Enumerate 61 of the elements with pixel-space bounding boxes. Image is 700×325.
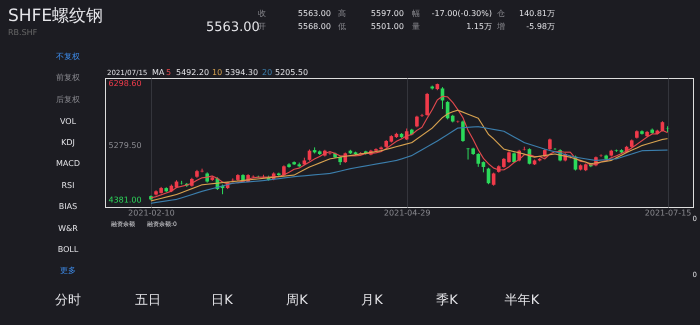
text: 仓 xyxy=(497,9,505,18)
line-series xyxy=(150,126,668,204)
text: 开 xyxy=(258,22,266,31)
text: MA xyxy=(152,68,165,77)
candlestick xyxy=(486,167,490,185)
text: RB.SHF xyxy=(8,28,38,37)
candlestick xyxy=(492,172,496,186)
x-tick-label: 2021-02-10 xyxy=(128,208,175,218)
text: 低 xyxy=(338,22,346,31)
text: 日K xyxy=(211,293,234,308)
text: 10 xyxy=(212,68,222,77)
text: 5205.50 xyxy=(275,68,308,77)
candlestick xyxy=(440,86,444,110)
text: 周K xyxy=(286,293,308,308)
text: 后复权 xyxy=(56,95,80,104)
text: 更多 xyxy=(60,266,76,275)
candlestick xyxy=(425,92,429,116)
y-tick-label: 4381.00 xyxy=(108,196,142,205)
x-tick-label: 2021-07-15 xyxy=(644,208,692,218)
candlestick xyxy=(548,138,552,151)
line-series xyxy=(150,110,668,202)
text: MACD xyxy=(56,159,80,168)
text: 5563.00 xyxy=(298,9,331,18)
text: 不复权 xyxy=(56,52,80,61)
text: 1.15万 xyxy=(466,22,492,31)
text: KDJ xyxy=(61,138,75,147)
candlestick xyxy=(415,115,419,128)
y-tick-label: 6298.60 xyxy=(108,79,142,88)
text: -17.00(-0.30%) xyxy=(432,9,492,18)
text: RSI xyxy=(62,181,74,190)
text: 半年K xyxy=(504,293,540,308)
text: 5492.20 xyxy=(176,68,210,77)
text: 收 xyxy=(258,9,266,18)
text: 幅 xyxy=(412,9,420,18)
y-tick-label: 5279.50 xyxy=(108,141,142,150)
text: 5597.00 xyxy=(370,9,404,18)
text: 5 xyxy=(166,68,172,77)
text: 20 xyxy=(262,68,272,77)
candlestick xyxy=(660,120,664,132)
text: 5501.00 xyxy=(370,22,404,31)
candlestick xyxy=(461,120,465,142)
text: 季K xyxy=(436,293,458,308)
candlestick xyxy=(308,149,312,162)
text: W&R xyxy=(58,224,78,233)
text: 量 xyxy=(412,22,420,31)
text: BOLL xyxy=(58,245,79,254)
text: 月K xyxy=(361,293,384,308)
text: 5563.00 xyxy=(206,20,260,35)
text: SHFE螺纹钢 xyxy=(8,6,104,26)
text: 高 xyxy=(338,9,346,18)
text: 140.81万 xyxy=(519,9,555,18)
text: 分时 xyxy=(55,293,81,308)
x-tick-label: 2021-04-29 xyxy=(384,208,430,218)
text: 5568.00 xyxy=(298,22,331,31)
text: 5394.30 xyxy=(225,68,258,77)
text: 前复权 xyxy=(56,73,80,82)
text: -5.98万 xyxy=(526,22,555,31)
text: VOL xyxy=(60,117,77,126)
text: 五日 xyxy=(135,293,161,308)
text: BIAS xyxy=(58,202,78,211)
text: 增 xyxy=(496,22,505,31)
